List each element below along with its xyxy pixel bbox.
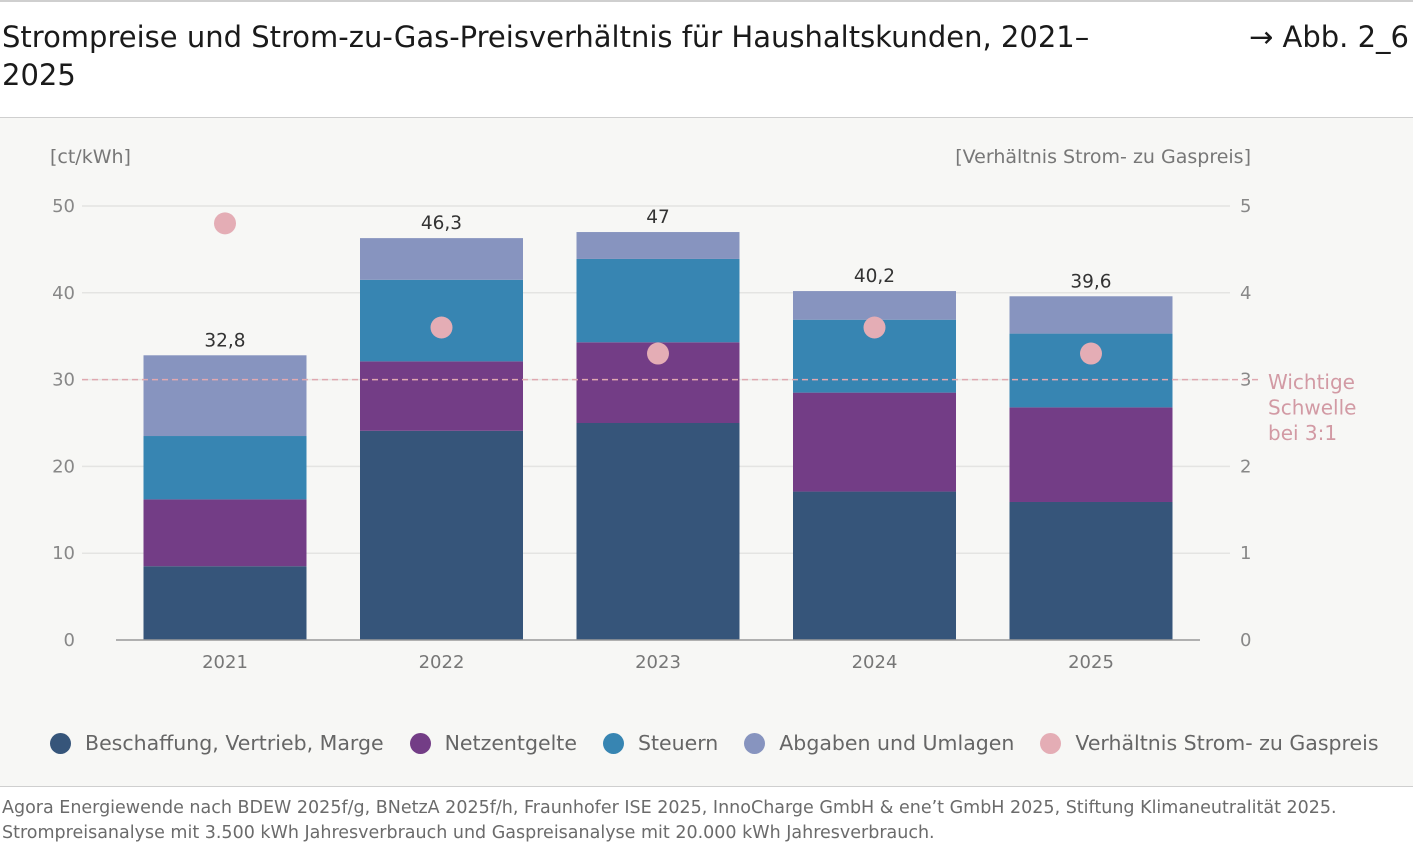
legend-swatch	[744, 732, 766, 754]
bar-segment	[360, 430, 523, 640]
total-label: 46,3	[421, 213, 462, 234]
y2-axis-label: [Verhältnis Strom- zu Gaspreis]	[955, 146, 1251, 168]
y2-tick-label: 5	[1240, 196, 1251, 217]
bar-segment	[143, 436, 307, 500]
threshold-label: Schwelle	[1268, 396, 1356, 420]
legend-item: Verhältnis Strom- zu Gaspreis	[1040, 731, 1379, 755]
legend-label: Verhältnis Strom- zu Gaspreis	[1075, 731, 1379, 755]
legend-swatch	[409, 732, 431, 754]
threshold-label: Wichtige	[1268, 370, 1355, 394]
y2-tick-label: 1	[1240, 543, 1251, 564]
threshold-label: bei 3:1	[1268, 421, 1337, 445]
y-tick-label: 50	[52, 196, 75, 217]
bar-segment	[576, 423, 740, 640]
bar-segment	[143, 355, 307, 437]
total-label: 32,8	[204, 330, 245, 351]
total-label: 47	[646, 207, 670, 228]
bar-segment	[143, 499, 307, 567]
y-tick-label: 20	[52, 456, 75, 477]
ratio-point	[863, 316, 886, 339]
ratio-point	[214, 212, 236, 235]
chart-title: Strompreise und Strom-zu-Gas-Preisverhäl…	[2, 20, 1090, 92]
legend-item: Steuern	[602, 731, 719, 755]
legend-swatch	[1040, 732, 1062, 754]
y2-tick-label: 0	[1240, 630, 1251, 651]
bar-segment	[793, 291, 956, 320]
top-rule	[0, 0, 1413, 2]
y-tick-label: 30	[52, 370, 75, 391]
x-tick-label: 2021	[202, 652, 248, 673]
y-tick-label: 0	[64, 630, 75, 651]
bar-segment	[1009, 501, 1173, 640]
y2-tick-label: 4	[1240, 283, 1251, 304]
legend-swatch	[50, 732, 71, 754]
y2-tick-label: 2	[1240, 456, 1251, 477]
legend-label: Steuern	[637, 731, 719, 755]
bar-segment	[360, 361, 523, 431]
y-tick-label: 40	[52, 283, 75, 304]
legend-item: Beschaffung, Vertrieb, Marge	[50, 731, 384, 755]
total-label: 39,6	[1070, 271, 1111, 292]
bar-segment	[576, 232, 740, 259]
bar-segment	[1009, 296, 1173, 334]
legend-label: Beschaffung, Vertrieb, Marge	[85, 731, 384, 755]
legend-item: Abgaben und Umlagen	[744, 731, 1014, 755]
bar-segment	[143, 566, 307, 640]
x-tick-label: 2022	[419, 652, 465, 673]
bar-segment	[576, 258, 740, 343]
ratio-point	[647, 342, 669, 365]
ratio-point	[430, 316, 453, 339]
legend-label: Abgaben und Umlagen	[779, 731, 1015, 755]
x-tick-label: 2025	[1068, 652, 1114, 673]
legend-item: Netzentgelte	[409, 731, 577, 755]
bar-segment	[1009, 407, 1173, 502]
y-tick-label: 10	[52, 543, 75, 564]
ratio-point	[1080, 342, 1102, 365]
legend-swatch	[602, 732, 624, 754]
x-tick-label: 2023	[635, 652, 681, 673]
y-axis-label: [ct/kWh]	[50, 146, 131, 168]
source-note: Agora Energiewende nach BDEW 2025f/g, BN…	[2, 798, 1337, 843]
x-tick-label: 2024	[852, 652, 898, 673]
bar-segment	[793, 392, 956, 492]
bar-segment	[793, 491, 956, 640]
bar-segment	[360, 238, 523, 280]
legend-label: Netzentgelte	[444, 731, 577, 755]
total-label: 40,2	[854, 266, 895, 287]
legend: Beschaffung, Vertrieb, Marge Netzentgelte…	[50, 731, 1405, 755]
figure-reference: → Abb. 2_6	[1248, 20, 1409, 54]
